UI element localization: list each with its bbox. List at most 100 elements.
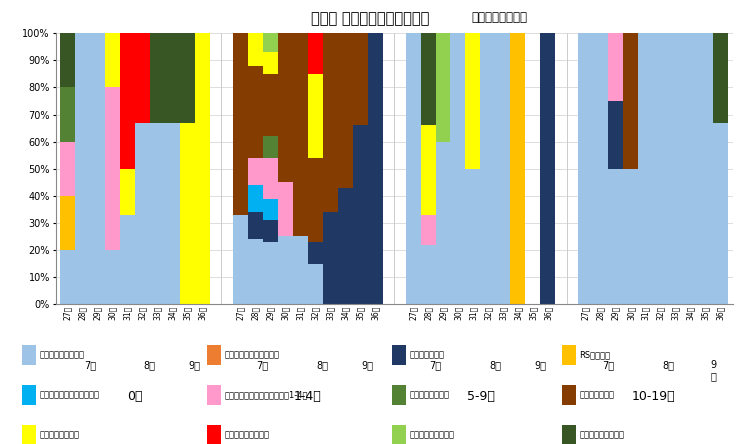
Bar bbox=[278, 33, 293, 182]
Text: 9月: 9月 bbox=[534, 360, 546, 370]
Bar bbox=[165, 33, 180, 123]
Bar bbox=[713, 123, 728, 304]
Bar bbox=[308, 242, 323, 264]
Bar bbox=[608, 169, 623, 304]
Text: 7月: 7月 bbox=[602, 360, 614, 370]
Bar bbox=[60, 33, 75, 87]
Bar bbox=[406, 33, 420, 304]
Bar bbox=[233, 33, 248, 215]
Bar bbox=[248, 158, 263, 185]
Bar bbox=[436, 142, 451, 304]
Bar bbox=[263, 52, 278, 74]
Bar bbox=[511, 33, 525, 304]
Text: 7月: 7月 bbox=[257, 360, 269, 370]
Text: 新型コロナウイルス: 新型コロナウイルス bbox=[39, 351, 84, 360]
Bar bbox=[278, 236, 293, 304]
Bar bbox=[323, 212, 337, 304]
Text: （不検出を除く）: （不検出を除く） bbox=[471, 11, 528, 24]
Bar bbox=[248, 33, 263, 66]
Bar bbox=[420, 125, 436, 215]
Bar bbox=[623, 33, 639, 169]
Bar bbox=[436, 33, 451, 142]
Bar bbox=[195, 33, 209, 304]
Bar bbox=[248, 185, 263, 212]
Bar bbox=[420, 33, 436, 125]
Bar bbox=[263, 136, 278, 158]
Bar bbox=[149, 123, 165, 304]
Bar bbox=[308, 33, 323, 74]
Bar bbox=[60, 196, 75, 250]
Bar bbox=[465, 169, 480, 304]
Bar bbox=[337, 188, 352, 304]
Bar bbox=[308, 74, 323, 158]
Bar bbox=[263, 220, 278, 242]
Text: 9月: 9月 bbox=[189, 360, 201, 370]
Text: 0歳: 0歳 bbox=[127, 390, 143, 403]
Text: インフルエンザウイルス: インフルエンザウイルス bbox=[224, 351, 279, 360]
Text: 7月: 7月 bbox=[429, 360, 442, 370]
Text: 5-9歳: 5-9歳 bbox=[466, 390, 494, 403]
Bar bbox=[60, 250, 75, 304]
Bar bbox=[713, 33, 728, 123]
Text: ヒトコロナウイルス: ヒトコロナウイルス bbox=[409, 431, 454, 440]
Text: 8月: 8月 bbox=[317, 360, 329, 370]
Bar bbox=[579, 33, 593, 304]
Bar bbox=[480, 33, 495, 304]
Bar bbox=[323, 33, 337, 212]
Text: 肺炎マイコプラズマ: 肺炎マイコプラズマ bbox=[579, 431, 625, 440]
Bar bbox=[698, 33, 713, 304]
Bar bbox=[308, 264, 323, 304]
Bar bbox=[668, 33, 683, 304]
Text: ヒトボカウイルス: ヒトボカウイルス bbox=[409, 391, 449, 400]
Bar bbox=[263, 198, 278, 220]
Bar bbox=[465, 33, 480, 169]
Bar bbox=[352, 125, 368, 304]
Bar bbox=[263, 158, 278, 198]
Text: パラインフルエンザウイルス1-4型: パラインフルエンザウイルス1-4型 bbox=[224, 391, 308, 400]
Bar bbox=[278, 182, 293, 236]
Bar bbox=[263, 242, 278, 304]
Bar bbox=[293, 236, 308, 304]
Bar bbox=[639, 33, 653, 304]
Bar bbox=[683, 33, 698, 304]
Text: 8月: 8月 bbox=[144, 360, 156, 370]
Bar bbox=[653, 33, 668, 304]
Text: 年齢別 病原体検出割合の推移: 年齢別 病原体検出割合の推移 bbox=[311, 11, 429, 26]
Text: アデノウイルス: アデノウイルス bbox=[579, 391, 614, 400]
Bar bbox=[263, 31, 278, 52]
Text: ヒトメタニューモウイルス: ヒトメタニューモウイルス bbox=[39, 391, 99, 400]
Bar bbox=[120, 215, 135, 304]
Text: エンテロウイルス: エンテロウイルス bbox=[39, 431, 79, 440]
Text: 9
月: 9 月 bbox=[710, 360, 716, 381]
Bar bbox=[451, 33, 465, 304]
Bar bbox=[368, 33, 383, 304]
Bar bbox=[623, 169, 639, 304]
Bar bbox=[165, 123, 180, 304]
Bar bbox=[60, 142, 75, 196]
Text: 7月: 7月 bbox=[84, 360, 96, 370]
Bar bbox=[90, 33, 105, 304]
Bar bbox=[608, 33, 623, 101]
Bar bbox=[293, 33, 308, 236]
Bar bbox=[608, 101, 623, 169]
Bar bbox=[135, 123, 149, 304]
Bar bbox=[263, 74, 278, 136]
Bar bbox=[233, 215, 248, 304]
Text: 8月: 8月 bbox=[662, 360, 674, 370]
Bar bbox=[420, 245, 436, 304]
Bar bbox=[120, 169, 135, 215]
Bar bbox=[248, 239, 263, 304]
Text: 10-19歳: 10-19歳 bbox=[631, 390, 675, 403]
Bar bbox=[180, 33, 195, 123]
Text: ライノウイルス: ライノウイルス bbox=[409, 351, 444, 360]
Text: 1-4歳: 1-4歳 bbox=[294, 390, 322, 403]
Bar bbox=[248, 66, 263, 158]
Text: RSウイルス: RSウイルス bbox=[579, 351, 610, 360]
Bar bbox=[105, 250, 120, 304]
Bar bbox=[337, 33, 352, 188]
Text: 9月: 9月 bbox=[362, 360, 374, 370]
Bar bbox=[180, 123, 195, 304]
Bar bbox=[308, 158, 323, 242]
Text: ヒトパレコウイルス: ヒトパレコウイルス bbox=[224, 431, 269, 440]
Bar bbox=[75, 33, 90, 304]
